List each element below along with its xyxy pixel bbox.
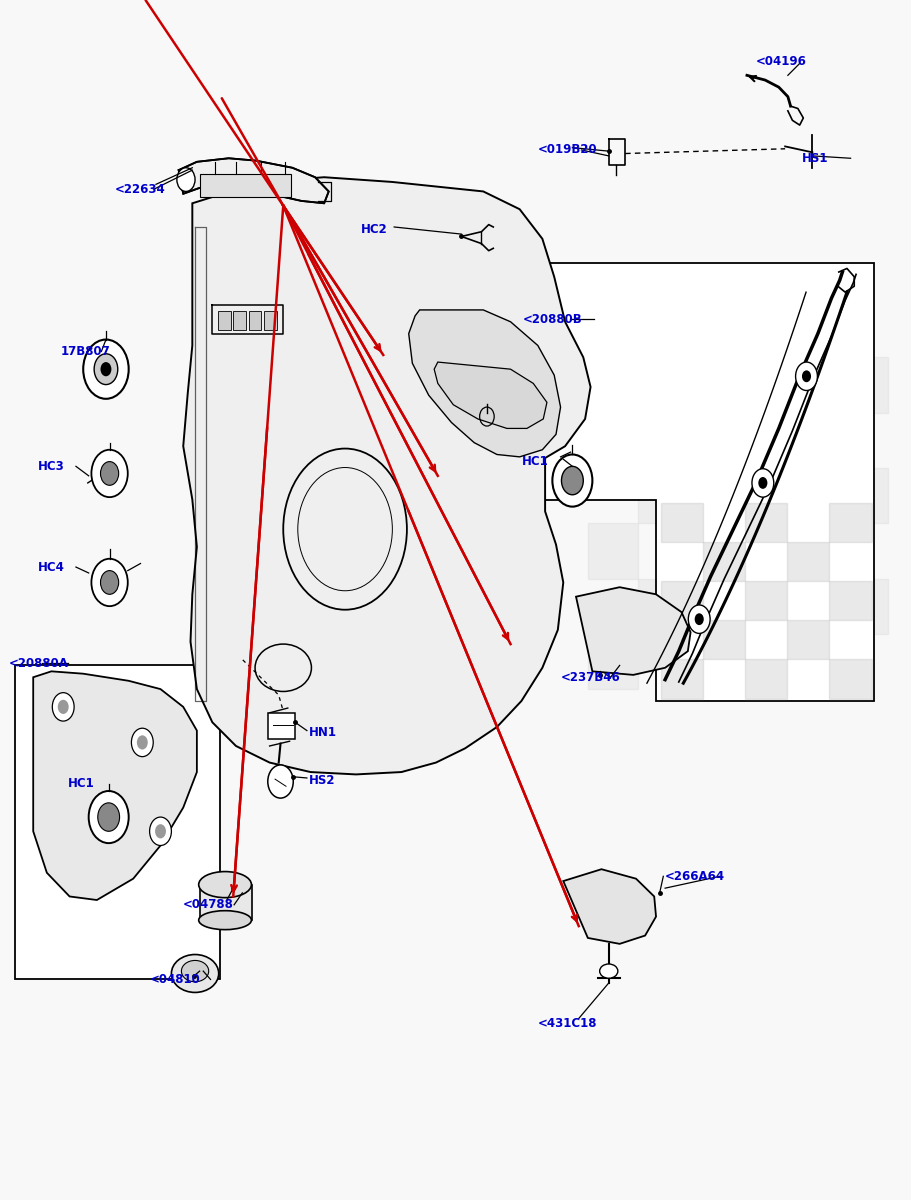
Ellipse shape	[199, 911, 251, 930]
Bar	[249, 311, 261, 330]
Bar	[744, 660, 786, 698]
Circle shape	[688, 605, 710, 634]
Bar	[200, 174, 291, 197]
Ellipse shape	[599, 964, 617, 978]
Circle shape	[131, 728, 153, 757]
Circle shape	[94, 354, 118, 384]
Bar	[744, 503, 786, 542]
Circle shape	[694, 613, 703, 625]
Circle shape	[91, 559, 128, 606]
Circle shape	[83, 340, 128, 398]
Circle shape	[794, 362, 816, 390]
Circle shape	[752, 469, 773, 497]
Text: <22634: <22634	[115, 182, 166, 196]
Bar	[218, 311, 230, 330]
Polygon shape	[183, 178, 590, 774]
Bar	[637, 578, 687, 634]
Bar	[268, 713, 295, 739]
Text: <04196: <04196	[755, 54, 806, 67]
Polygon shape	[434, 362, 547, 428]
Text: <431C18: <431C18	[537, 1016, 597, 1030]
Circle shape	[57, 700, 68, 714]
Text: <019B20: <019B20	[537, 144, 597, 156]
Text: <20880A: <20880A	[8, 656, 68, 670]
Bar	[702, 542, 744, 581]
Circle shape	[561, 467, 583, 494]
Circle shape	[149, 817, 171, 846]
Text: <20880B: <20880B	[522, 313, 581, 326]
Polygon shape	[576, 587, 690, 674]
Circle shape	[52, 692, 74, 721]
Text: HC4: HC4	[37, 560, 65, 574]
Circle shape	[177, 168, 195, 192]
Text: HC1: HC1	[67, 778, 95, 791]
Bar	[786, 620, 828, 660]
Text: HS1: HS1	[801, 151, 827, 164]
Text: <04810: <04810	[149, 973, 200, 986]
Bar	[837, 358, 887, 413]
Ellipse shape	[181, 960, 209, 982]
Text: scuderia: scuderia	[230, 575, 537, 637]
Polygon shape	[563, 869, 655, 944]
Bar	[828, 660, 871, 698]
Text: 17B807: 17B807	[60, 344, 110, 358]
Circle shape	[552, 455, 592, 506]
Circle shape	[801, 371, 810, 383]
Bar	[828, 581, 871, 620]
Polygon shape	[408, 310, 560, 457]
Ellipse shape	[171, 954, 219, 992]
Text: HC3: HC3	[37, 460, 65, 473]
Text: HC1: HC1	[521, 455, 548, 468]
Bar	[637, 358, 687, 413]
Bar	[637, 468, 687, 523]
Circle shape	[137, 736, 148, 750]
Bar	[660, 503, 702, 542]
Bar	[737, 578, 787, 634]
Polygon shape	[33, 671, 197, 900]
Bar	[660, 660, 702, 698]
Bar	[744, 581, 786, 620]
Text: <04788: <04788	[183, 899, 234, 911]
Circle shape	[155, 824, 166, 839]
Text: <266A64: <266A64	[664, 870, 724, 883]
Bar	[837, 578, 887, 634]
Text: HS2: HS2	[308, 774, 335, 787]
Bar	[737, 358, 787, 413]
Text: HN1: HN1	[308, 726, 336, 739]
Bar	[787, 413, 837, 468]
Bar	[687, 413, 737, 468]
Bar	[786, 542, 828, 581]
Bar	[264, 311, 277, 330]
Circle shape	[97, 803, 119, 832]
Circle shape	[91, 450, 128, 497]
Bar	[588, 634, 637, 689]
Text: HC2: HC2	[360, 223, 387, 236]
Circle shape	[757, 478, 766, 488]
Bar	[15, 666, 220, 979]
Bar	[702, 620, 744, 660]
Bar	[588, 413, 637, 468]
Circle shape	[100, 462, 118, 485]
Bar	[787, 634, 837, 689]
Bar	[233, 311, 246, 330]
Bar	[837, 468, 887, 523]
Circle shape	[100, 571, 118, 594]
Text: car  parts: car parts	[303, 655, 463, 688]
Circle shape	[268, 764, 293, 798]
Bar	[588, 523, 637, 578]
Text: <237B46: <237B46	[560, 671, 619, 684]
Circle shape	[88, 791, 128, 844]
Bar	[200, 884, 252, 920]
Bar	[687, 634, 737, 689]
Bar	[687, 523, 737, 578]
Polygon shape	[510, 263, 874, 701]
Bar	[660, 581, 702, 620]
Bar	[787, 523, 837, 578]
Bar	[828, 503, 871, 542]
Circle shape	[100, 362, 111, 377]
Bar	[737, 468, 787, 523]
Polygon shape	[179, 158, 328, 203]
Ellipse shape	[199, 871, 251, 898]
